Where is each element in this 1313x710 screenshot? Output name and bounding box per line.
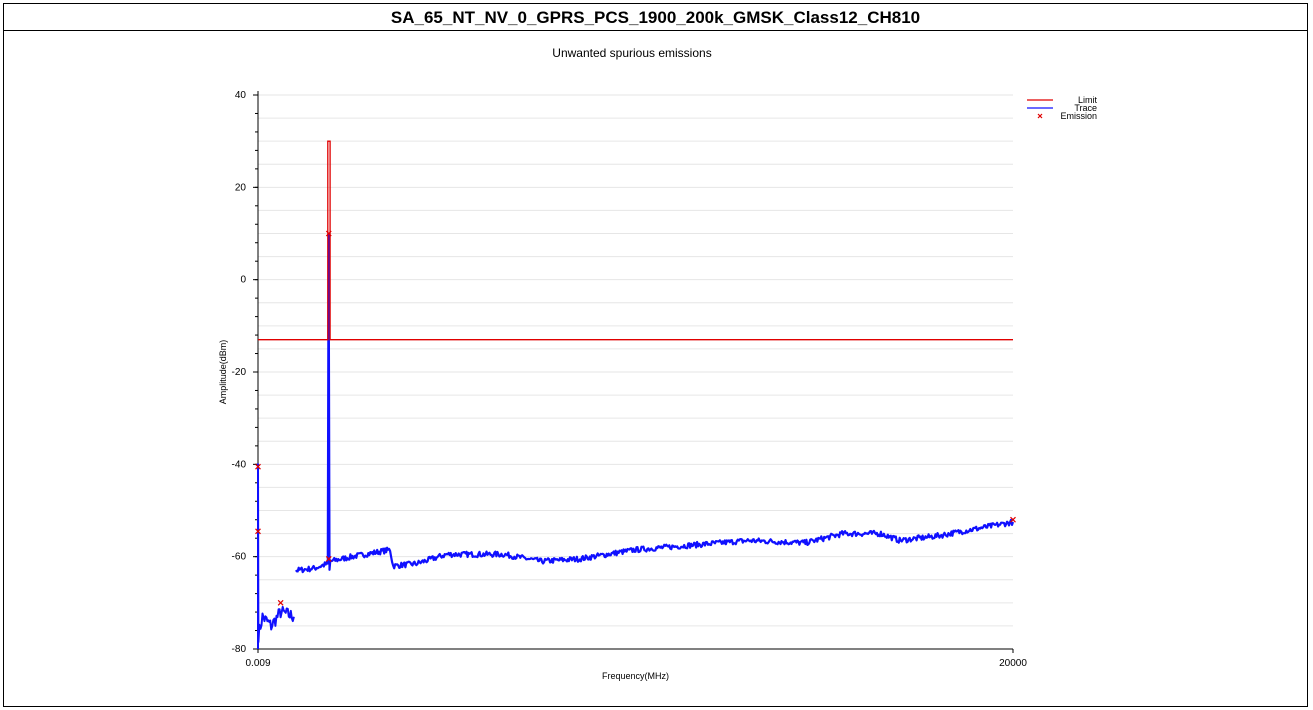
report-frame: SA_65_NT_NV_0_GPRS_PCS_1900_200k_GMSK_Cl… [3, 3, 1308, 707]
legend-label: Limit [1078, 95, 1098, 105]
emission-marker-stroke [325, 230, 332, 237]
y-tick-label: 40 [235, 90, 247, 101]
emission-marker [325, 556, 332, 562]
trace-series-line [257, 463, 295, 649]
emission-marker [325, 230, 332, 237]
y-tick-label: -40 [232, 459, 247, 470]
trace-series-line [295, 232, 1015, 574]
grid-lines [258, 94, 1013, 650]
y-axis-label: Amplitude(dBm) [218, 340, 228, 405]
x-tick-label: 0.009 [245, 658, 270, 669]
legend-label: Trace [1074, 103, 1097, 113]
y-tick-label: -60 [232, 552, 247, 563]
limit-series-line [258, 140, 1013, 341]
y-tick-label: -80 [232, 644, 247, 655]
x-tick-label: 20000 [999, 658, 1027, 669]
emission-marker-stroke [325, 556, 332, 562]
emission-marker-stroke [1010, 516, 1016, 523]
emission-marker [277, 599, 284, 606]
x-axis-label: Frequency(MHz) [602, 671, 669, 681]
y-tick-label: 20 [235, 182, 247, 193]
y-tick-label: -20 [232, 367, 247, 378]
report-title: SA_65_NT_NV_0_GPRS_PCS_1900_200k_GMSK_Cl… [4, 4, 1307, 31]
legend-marker-swatch [1037, 113, 1043, 119]
legend-label: Emission [1060, 111, 1097, 121]
y-tick-label: 0 [240, 275, 246, 286]
emission-marker [255, 528, 261, 535]
emission-marker [1010, 516, 1016, 523]
emission-marker-stroke [255, 463, 261, 470]
chart-title: Unwanted spurious emissions [552, 46, 711, 60]
emission-marker-stroke [277, 599, 284, 606]
emission-marker-stroke [255, 528, 261, 535]
emission-marker [255, 463, 261, 470]
